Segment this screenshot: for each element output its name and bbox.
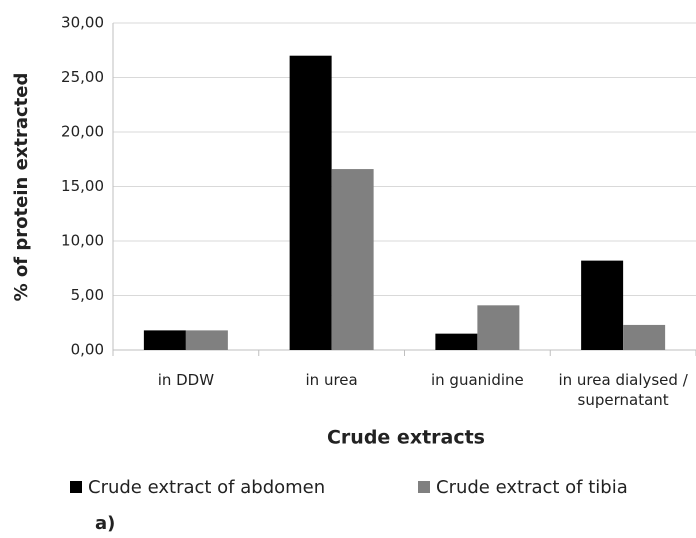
legend-label: Crude extract of abdomen xyxy=(88,477,325,498)
bar xyxy=(289,55,332,350)
legend-label: Crude extract of tibia xyxy=(436,477,628,498)
annotation: a) xyxy=(95,513,115,534)
bar xyxy=(435,333,478,350)
y-tick-label: 20,00 xyxy=(61,123,104,141)
y-tick-label: 30,00 xyxy=(61,14,104,32)
y-tick-label: 10,00 xyxy=(61,232,104,250)
x-tick-label: in DDW xyxy=(157,371,215,389)
bar xyxy=(623,324,666,350)
x-tick-label: in urea xyxy=(305,371,358,389)
x-axis-title: Crude extracts xyxy=(327,427,485,449)
x-tick-label: in urea dialysed / supernatant xyxy=(558,371,688,409)
bar xyxy=(581,260,624,350)
y-tick-label: 5,00 xyxy=(71,286,104,304)
y-tick-label: 25,00 xyxy=(61,68,104,86)
bar xyxy=(143,330,186,350)
y-tick-label: 15,00 xyxy=(61,177,104,195)
legend-swatch xyxy=(418,481,430,493)
bar xyxy=(331,169,374,350)
x-tick-label: in guanidine xyxy=(430,371,524,389)
bar xyxy=(185,330,228,350)
y-axis-title: % of protein extracted xyxy=(11,73,32,302)
bar xyxy=(477,305,520,350)
legend-swatch xyxy=(70,481,82,493)
y-tick-label: 0,00 xyxy=(71,341,104,359)
